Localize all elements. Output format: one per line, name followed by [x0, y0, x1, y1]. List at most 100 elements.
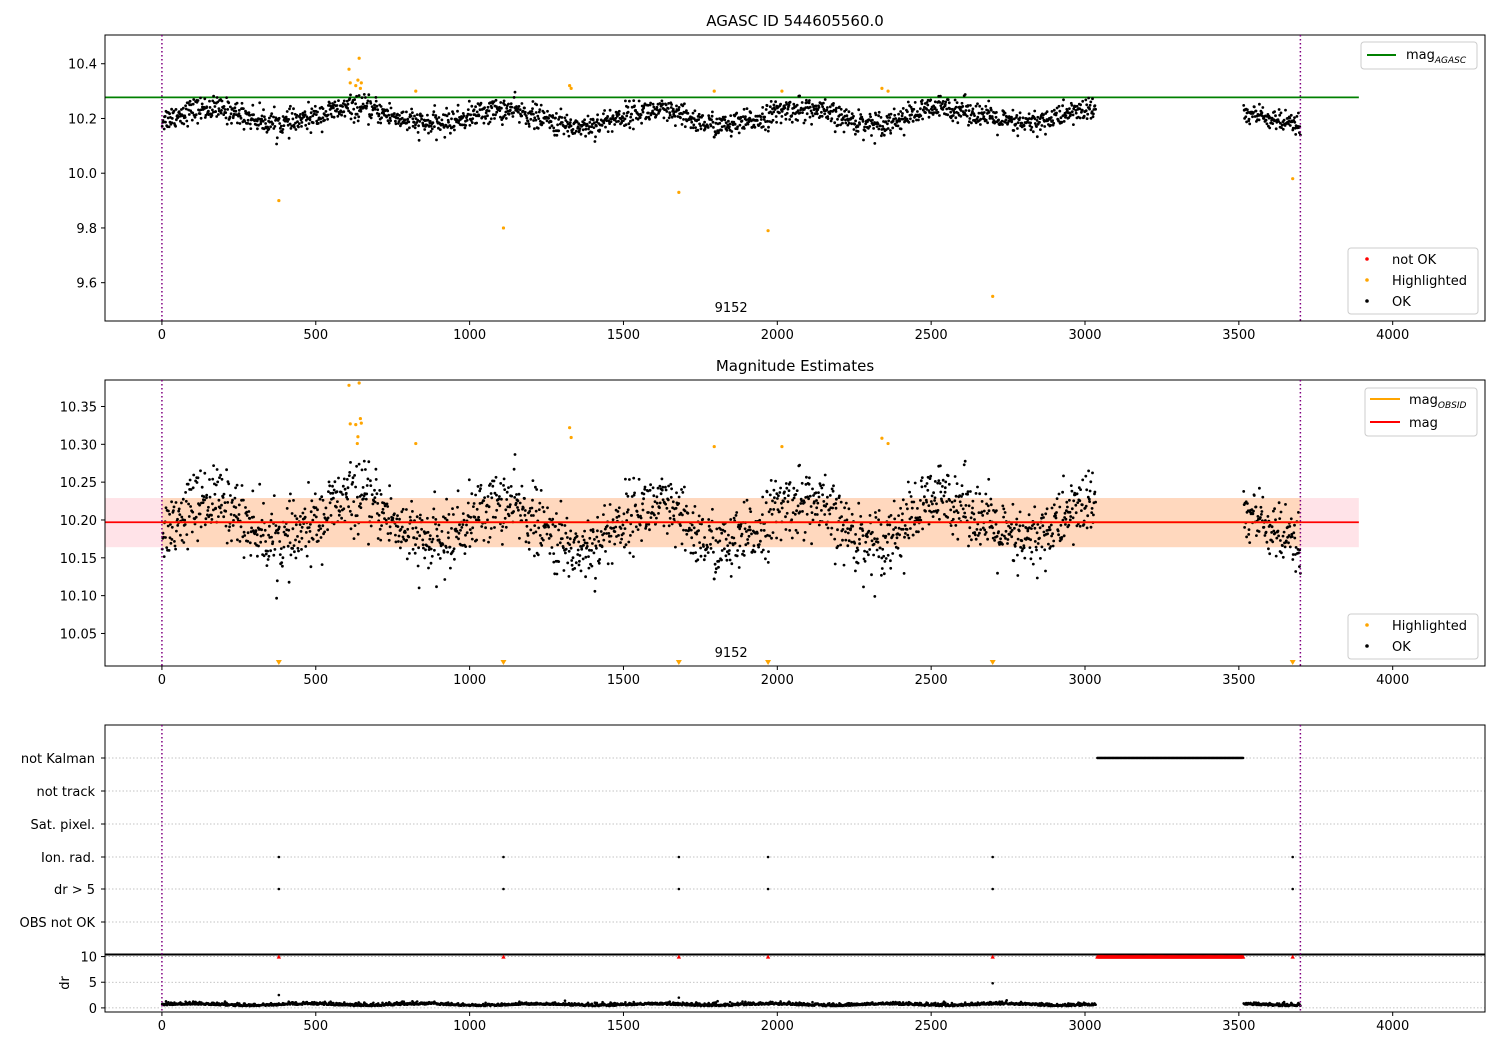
ok-point — [720, 125, 724, 129]
ok-point — [360, 493, 363, 497]
ok-point — [901, 112, 904, 115]
ok-point — [305, 127, 309, 131]
ok-point — [213, 492, 217, 496]
ok-point — [632, 493, 636, 497]
ok-point — [1044, 512, 1048, 516]
ok-point — [753, 125, 757, 129]
ok-point — [314, 506, 318, 509]
ok-point — [731, 543, 735, 547]
ok-point — [991, 117, 994, 120]
ok-point — [589, 118, 593, 121]
ok-point — [484, 526, 487, 530]
ok-point — [199, 96, 202, 100]
ok-point — [836, 544, 840, 548]
ok-point — [608, 122, 611, 125]
ok-point — [1028, 124, 1032, 128]
ok-point — [435, 117, 439, 121]
ok-point — [916, 110, 919, 113]
ok-point — [532, 514, 535, 517]
ok-point — [651, 505, 654, 509]
ok-point — [1049, 123, 1053, 127]
ok-point — [626, 105, 630, 109]
ok-point — [1277, 534, 1280, 538]
ok-point — [1087, 96, 1090, 100]
ok-point — [973, 518, 976, 521]
ok-point — [567, 549, 571, 553]
ok-point — [925, 482, 929, 485]
ok-point — [309, 510, 313, 514]
ok-point — [680, 123, 684, 126]
x-tick-label: 3500 — [1222, 673, 1255, 688]
ok-point — [318, 497, 322, 501]
ok-point — [520, 102, 524, 105]
ok-point — [313, 104, 317, 108]
ok-point — [521, 506, 525, 510]
ok-point — [350, 513, 354, 517]
ok-point — [736, 125, 739, 129]
ok-point — [1003, 111, 1007, 115]
ok-point — [633, 491, 636, 495]
ok-point — [196, 539, 200, 543]
highlighted-point — [359, 421, 363, 425]
highlighted-point — [569, 435, 573, 440]
ok-point — [437, 538, 441, 542]
ok-point — [740, 119, 744, 123]
ok-point — [911, 533, 915, 537]
ok-point — [328, 501, 332, 505]
ok-point — [632, 476, 636, 480]
ok-point — [1247, 528, 1251, 531]
ok-point — [408, 552, 411, 555]
ok-point — [1245, 535, 1248, 539]
ok-point — [1065, 509, 1068, 513]
ok-point — [1289, 113, 1293, 117]
ok-point — [431, 516, 435, 519]
ok-point — [1072, 499, 1076, 503]
ok-point — [1034, 545, 1038, 549]
ok-point — [745, 107, 749, 110]
ok-point — [989, 503, 993, 507]
ok-point — [810, 511, 814, 514]
ok-point — [690, 120, 694, 124]
ok-point — [475, 507, 479, 511]
ok-point — [894, 117, 897, 120]
ok-point — [771, 118, 775, 122]
ok-point — [874, 511, 877, 514]
ok-point — [201, 501, 205, 504]
ok-point — [742, 500, 746, 504]
ok-point — [792, 496, 796, 500]
ok-point — [660, 477, 664, 481]
ok-point — [532, 112, 535, 116]
highlighted-point — [569, 86, 573, 90]
ok-point — [826, 117, 830, 120]
ok-point — [671, 107, 675, 111]
ok-point — [959, 114, 963, 118]
ok-point — [207, 505, 210, 509]
ok-point — [595, 535, 599, 539]
ok-point — [968, 534, 971, 538]
ok-point — [181, 106, 185, 110]
ok-point — [747, 534, 751, 538]
ok-point — [715, 117, 719, 121]
ok-point — [508, 505, 512, 509]
x-tick-label: 2500 — [915, 673, 948, 688]
ok-point — [507, 514, 511, 518]
ok-point — [352, 107, 356, 111]
ok-point — [307, 100, 310, 104]
ok-point — [341, 493, 344, 496]
ok-point — [811, 487, 814, 491]
ok-point — [467, 99, 471, 103]
ok-point — [739, 115, 743, 119]
ok-point — [1016, 134, 1020, 138]
ok-point — [382, 511, 385, 515]
ok-point — [910, 515, 913, 519]
ok-point — [568, 121, 572, 124]
ok-point — [483, 496, 486, 499]
ok-point — [1010, 535, 1014, 539]
ok-point — [260, 114, 264, 118]
ok-point — [455, 529, 459, 533]
ok-point — [691, 111, 695, 115]
ok-point — [490, 106, 494, 110]
ok-point — [777, 494, 780, 498]
ok-point — [596, 113, 599, 117]
flag-point — [502, 887, 505, 891]
